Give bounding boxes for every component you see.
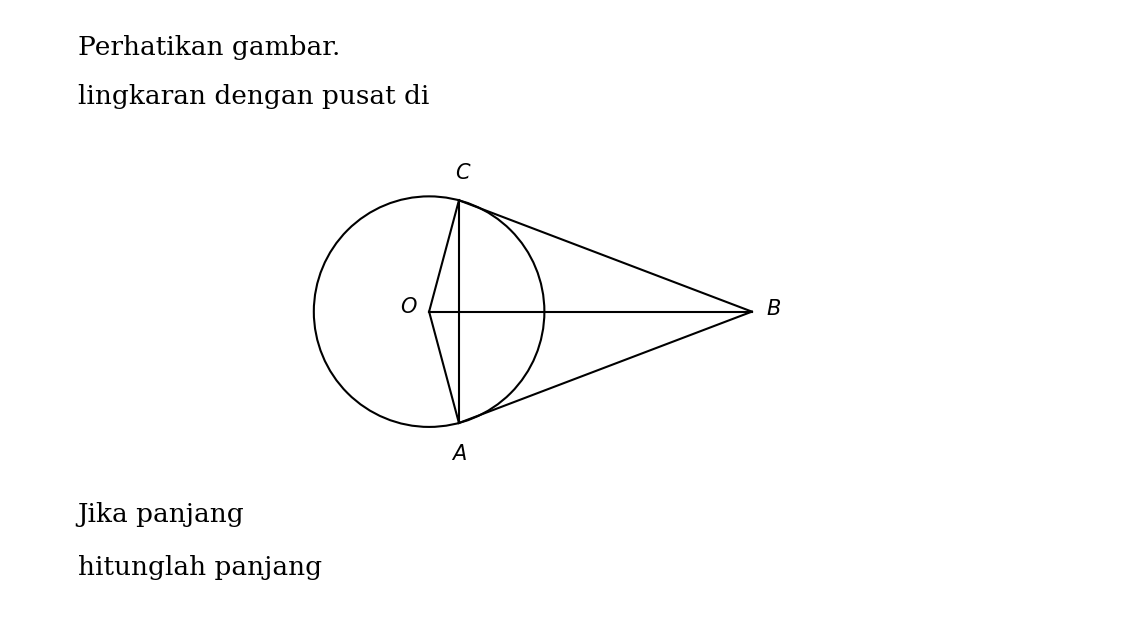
Text: Perhatikan gambar.: Perhatikan gambar. (78, 35, 349, 60)
Text: Jika panjang: Jika panjang (78, 502, 253, 527)
Text: $C$: $C$ (455, 163, 472, 183)
Text: $B$: $B$ (766, 300, 781, 319)
Text: hitunglah panjang: hitunglah panjang (78, 555, 329, 579)
Text: $A$: $A$ (451, 444, 467, 464)
Text: $O$: $O$ (399, 297, 417, 317)
Text: lingkaran dengan pusat di: lingkaran dengan pusat di (78, 84, 438, 109)
